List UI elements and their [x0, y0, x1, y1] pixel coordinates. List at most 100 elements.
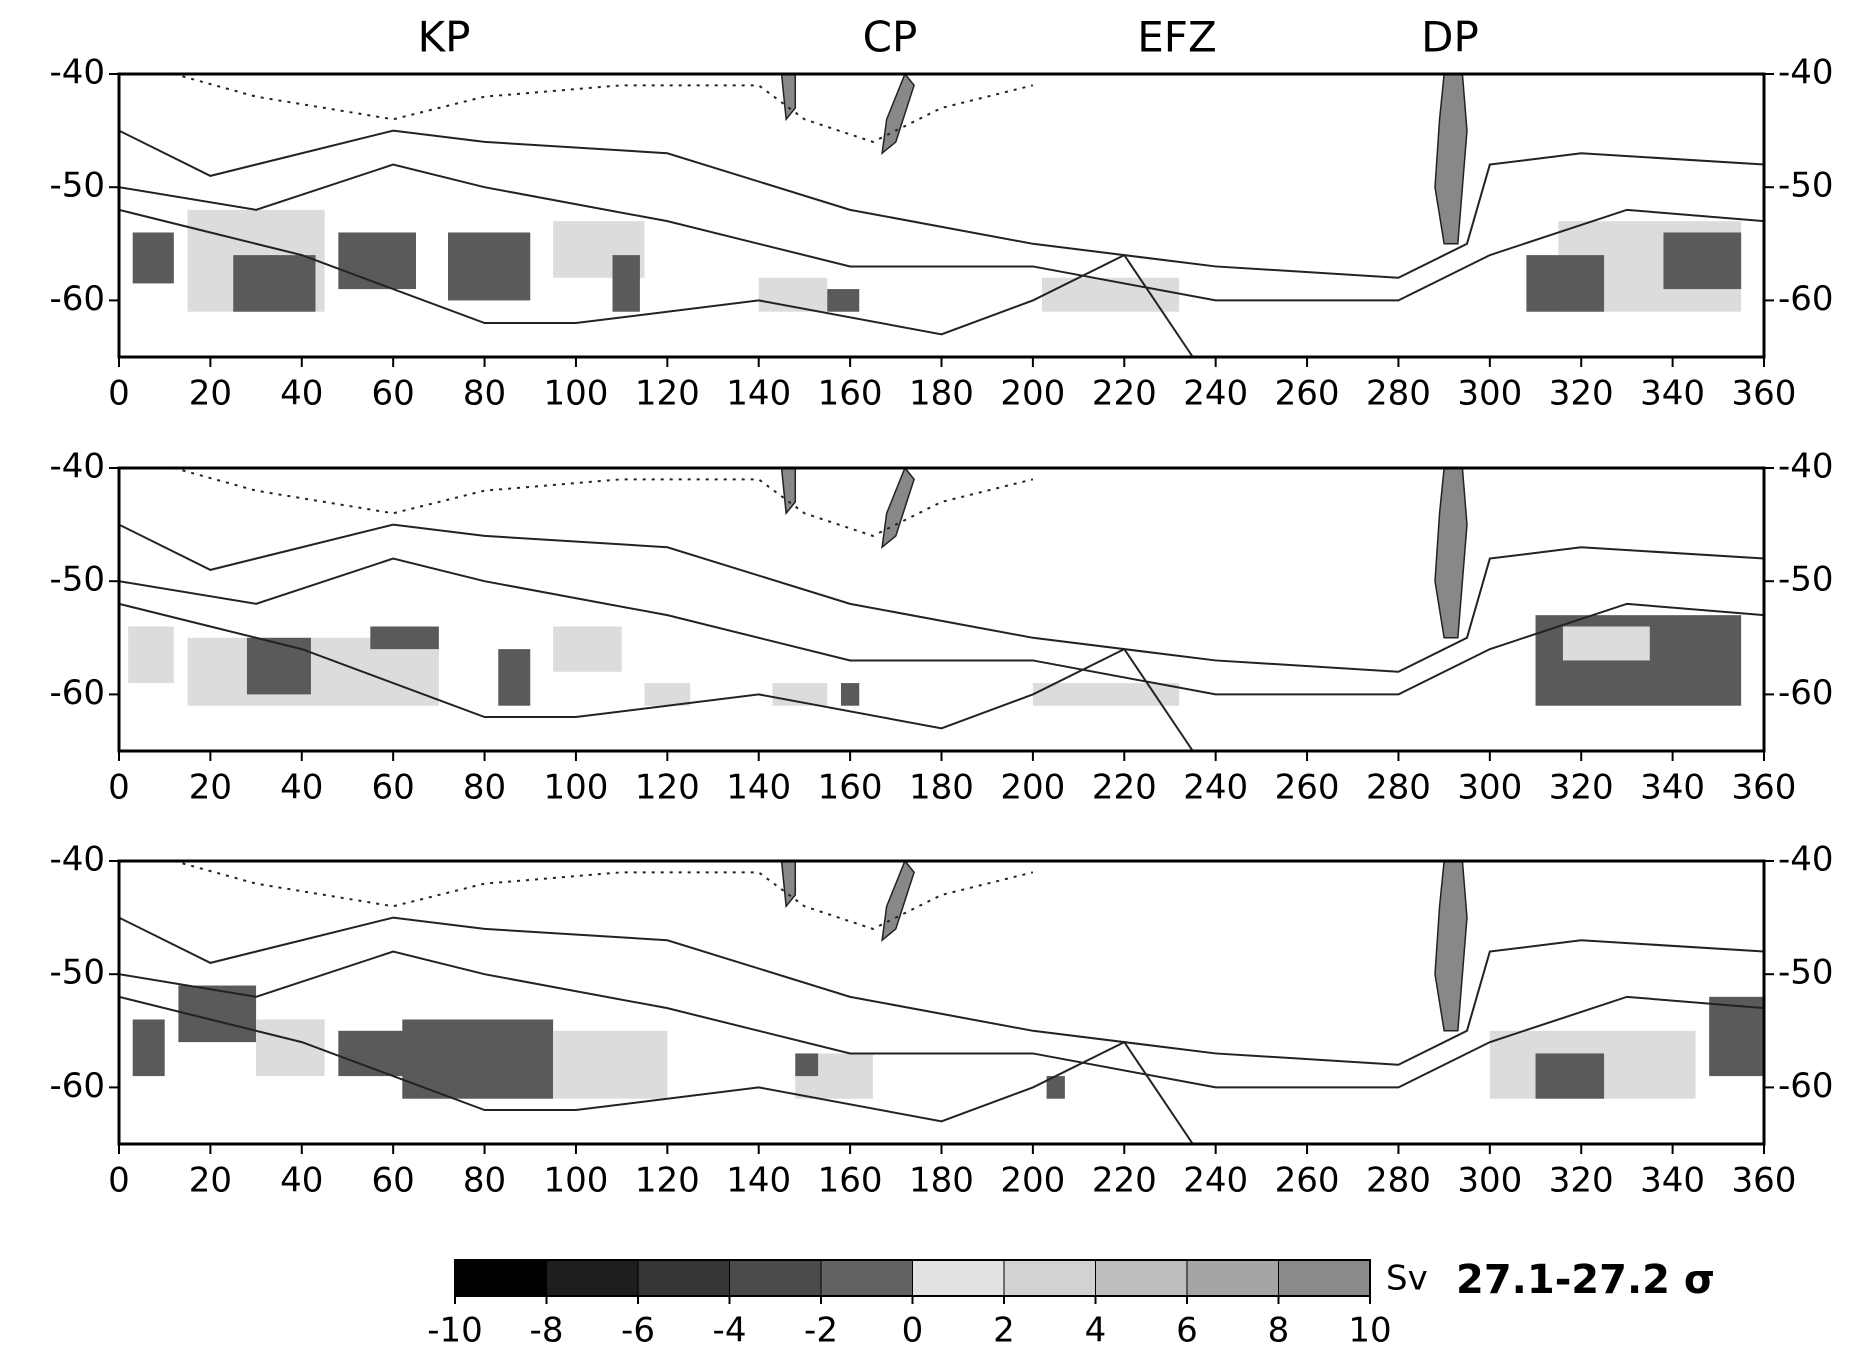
y-tick-label: -40 — [49, 53, 105, 93]
y-tick-label: -40 — [1778, 447, 1834, 487]
colorbar-tick-label: -10 — [427, 1311, 483, 1351]
contour — [173, 467, 1034, 537]
x-tick-label: 160 — [818, 374, 883, 414]
colorbar-tick-label: 2 — [993, 1311, 1015, 1351]
y-tick-label: -60 — [49, 279, 105, 319]
shaded-cell — [840, 683, 860, 706]
colorbar-swatch — [729, 1259, 822, 1297]
x-tick-label: 120 — [635, 768, 700, 808]
plot-frame — [117, 72, 1766, 359]
y-tick-label: -60 — [1778, 279, 1834, 319]
x-tick-label: 340 — [1640, 768, 1705, 808]
colorbar-tick-label: 10 — [1348, 1311, 1391, 1351]
colorbar-swatch — [1095, 1259, 1188, 1297]
x-tick-label: 260 — [1275, 1161, 1340, 1201]
shaded-cell — [1526, 255, 1605, 312]
land — [1434, 73, 1468, 245]
contour — [118, 950, 1765, 1089]
shaded-cell — [1709, 996, 1764, 1077]
x-tick-label: 360 — [1732, 768, 1797, 808]
x-tick-label: 60 — [372, 768, 415, 808]
x-tick-label: 60 — [372, 374, 415, 414]
x-tick-label: 240 — [1183, 1161, 1248, 1201]
plot-frame — [117, 466, 1766, 753]
shaded-cell — [827, 289, 860, 312]
colorbar-swatch — [820, 1259, 913, 1297]
y-tick-label: -40 — [1778, 840, 1834, 880]
land — [780, 73, 797, 122]
x-tick-label: 100 — [543, 374, 608, 414]
shaded-cell — [1032, 683, 1180, 706]
x-tick-label: 280 — [1366, 768, 1431, 808]
region-label: KP — [418, 13, 471, 62]
x-tick-label: 100 — [543, 1161, 608, 1201]
x-tick-label: 20 — [189, 374, 232, 414]
y-tick-label: -60 — [1778, 1066, 1834, 1106]
colorbar-tick-label: 6 — [1176, 1311, 1198, 1351]
contour — [118, 995, 1194, 1145]
shaded-cell — [1042, 277, 1180, 312]
land — [881, 859, 915, 943]
x-tick-label: 200 — [1000, 768, 1065, 808]
shaded-cell — [612, 255, 640, 312]
x-tick-label: 360 — [1732, 374, 1797, 414]
x-tick-label: 280 — [1366, 374, 1431, 414]
y-tick-label: -50 — [1778, 560, 1834, 600]
y-tick-label: -50 — [49, 166, 105, 206]
x-tick-label: 20 — [189, 768, 232, 808]
x-tick-label: 160 — [818, 768, 883, 808]
shaded-cell — [553, 1030, 668, 1099]
colorbar-swatch — [1003, 1259, 1096, 1297]
x-tick-label: 200 — [1000, 1161, 1065, 1201]
land — [881, 466, 915, 550]
land — [1434, 467, 1468, 639]
x-tick-label: 260 — [1275, 374, 1340, 414]
x-tick-label: 180 — [909, 374, 974, 414]
colorbar-tick-label: -6 — [621, 1311, 655, 1351]
contour — [118, 523, 1765, 673]
x-tick-label: 140 — [726, 768, 791, 808]
y-tick-label: -50 — [1778, 953, 1834, 993]
colorbar-tick-label: 4 — [1085, 1311, 1107, 1351]
y-tick-label: -40 — [49, 840, 105, 880]
x-tick-label: 80 — [463, 768, 506, 808]
region-label: EFZ — [1137, 13, 1216, 62]
shaded-cell — [132, 1019, 165, 1077]
x-tick-label: 180 — [909, 1161, 974, 1201]
colorbar-tick-label: -8 — [530, 1311, 564, 1351]
colorbar-swatch — [912, 1259, 1005, 1297]
x-tick-label: 340 — [1640, 374, 1705, 414]
land — [1434, 860, 1468, 1032]
shaded-cell — [498, 649, 531, 706]
x-tick-label: 160 — [818, 1161, 883, 1201]
y-tick-label: -40 — [49, 447, 105, 487]
y-tick-label: -60 — [49, 1066, 105, 1106]
region-label: CP — [863, 13, 918, 62]
contour — [173, 860, 1034, 930]
contour — [118, 916, 1765, 1066]
contour — [118, 557, 1765, 696]
shaded-cell — [1535, 1053, 1605, 1099]
shaded-cell — [1046, 1076, 1065, 1099]
x-tick-label: 0 — [108, 1161, 130, 1201]
colorbar-tick-label: -2 — [804, 1311, 838, 1351]
x-tick-label: 80 — [463, 374, 506, 414]
x-tick-label: 180 — [909, 768, 974, 808]
x-tick-label: 60 — [372, 1161, 415, 1201]
colorbar-tick-label: 8 — [1268, 1311, 1290, 1351]
x-tick-label: 200 — [1000, 374, 1065, 414]
shaded-cell — [1562, 626, 1650, 661]
x-tick-label: 240 — [1183, 374, 1248, 414]
colorbar-swatch — [1186, 1259, 1279, 1297]
x-tick-label: 300 — [1457, 768, 1522, 808]
shaded-cell — [132, 232, 174, 284]
x-tick-label: 120 — [635, 1161, 700, 1201]
colorbar-swatch — [1278, 1259, 1371, 1297]
y-tick-label: -60 — [1778, 673, 1834, 713]
shaded-cell — [128, 626, 174, 684]
x-tick-label: 300 — [1457, 1161, 1522, 1201]
x-tick-label: 40 — [280, 1161, 323, 1201]
colorbar-tick-label: 0 — [902, 1311, 924, 1351]
colorbar-swatch — [637, 1259, 730, 1297]
